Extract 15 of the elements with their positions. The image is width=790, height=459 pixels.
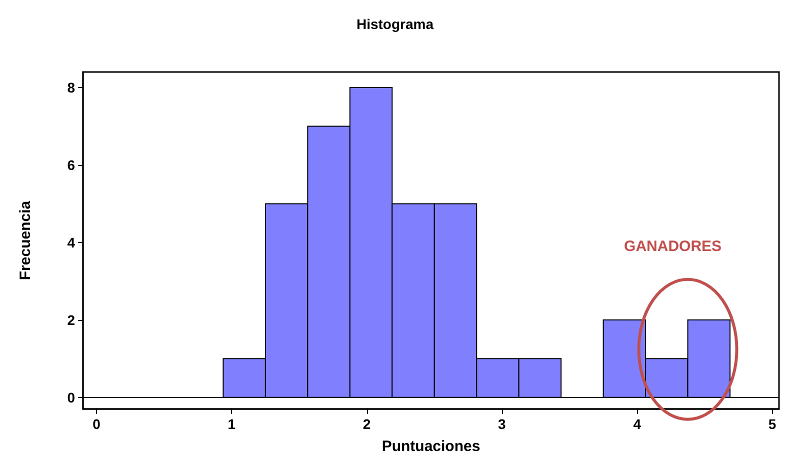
x-tick-label: 3 [498, 416, 506, 432]
y-tick-label: 4 [67, 234, 76, 250]
x-tick-label: 5 [768, 416, 776, 432]
y-tick-label: 0 [67, 389, 76, 406]
annotation: GANADORES [624, 238, 722, 255]
x-tick-label: 4 [633, 416, 642, 432]
x-axis-title: Puntuaciones [382, 438, 480, 455]
x-tick-label: 1 [228, 416, 236, 432]
y-tick-label: 8 [67, 79, 76, 96]
y-tick-label: 6 [67, 156, 76, 173]
x-tick-label: 2 [362, 416, 371, 432]
y-axis-title: Frecuencia [17, 200, 34, 280]
x-tick-label: 0 [92, 416, 101, 432]
chart-title: Histograma [356, 16, 434, 32]
y-tick-label: 2 [67, 312, 76, 328]
